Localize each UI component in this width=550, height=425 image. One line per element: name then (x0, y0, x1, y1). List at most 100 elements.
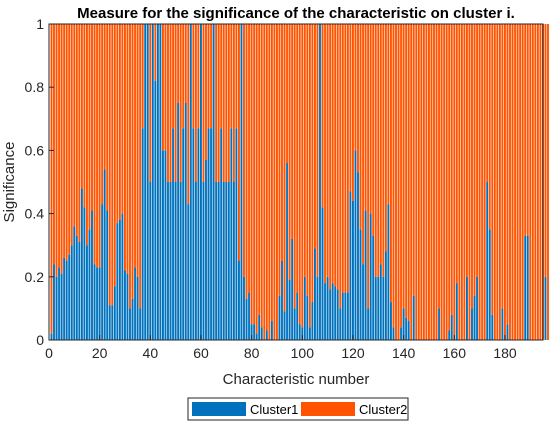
bar-cluster2 (407, 24, 410, 322)
bar-cluster2 (481, 24, 484, 340)
bar-cluster2 (389, 24, 393, 303)
bar-cluster2 (445, 24, 448, 340)
bar-cluster2 (392, 24, 395, 328)
bar-cluster1 (339, 308, 342, 340)
bar-cluster2 (207, 24, 210, 129)
bar-cluster2 (506, 24, 509, 325)
bar-cluster2 (177, 24, 180, 103)
y-tick-label: 0 (36, 332, 44, 348)
bar-cluster2 (258, 24, 261, 315)
bar-cluster2 (316, 24, 319, 277)
bar-cluster1 (182, 128, 185, 340)
bar-cluster2 (88, 24, 91, 230)
bar-cluster1 (341, 292, 344, 340)
bar-cluster2 (263, 24, 266, 340)
bar-cluster1 (357, 172, 360, 340)
bar-cluster2 (460, 24, 463, 340)
bar-cluster1 (159, 24, 162, 340)
bar-cluster1 (134, 267, 137, 340)
bar-cluster1 (50, 333, 53, 340)
bar-cluster1 (377, 276, 380, 340)
bar-cluster1 (53, 264, 56, 340)
bar-cluster2 (182, 24, 185, 129)
bar-cluster2 (425, 24, 428, 340)
bar-cluster2 (372, 24, 375, 236)
bar-cluster2 (412, 24, 415, 296)
bar-cluster2 (443, 24, 446, 340)
bar-cluster1 (524, 235, 527, 340)
bar-cluster1 (65, 261, 68, 340)
x-tick-label: 120 (341, 345, 365, 361)
bar-cluster2 (415, 24, 418, 340)
y-tick-label: 0.2 (25, 269, 45, 285)
bar-cluster2 (63, 24, 66, 258)
bar-cluster1 (298, 324, 301, 340)
bar-cluster2 (164, 24, 167, 151)
bar-cluster1 (301, 327, 304, 340)
bar-cluster1 (369, 213, 372, 340)
bar-cluster2 (384, 24, 387, 252)
bar-cluster1 (98, 267, 101, 340)
bar-cluster2 (174, 24, 177, 182)
bar-cluster2 (298, 24, 301, 325)
chart-title: Measure for the significance of the char… (77, 5, 515, 22)
bar-cluster1 (177, 103, 180, 340)
bar-cluster1 (146, 24, 149, 340)
x-tick-label: 60 (193, 345, 209, 361)
bar-cluster1 (374, 276, 377, 340)
bar-cluster2 (357, 24, 360, 173)
bar-cluster2 (440, 24, 443, 340)
bar-cluster2 (354, 24, 357, 151)
bar-cluster2 (420, 24, 423, 340)
bar-cluster2 (435, 24, 438, 340)
bar-cluster2 (476, 24, 479, 277)
bar-cluster1 (400, 327, 403, 340)
bar-cluster1 (235, 128, 238, 340)
bar-cluster1 (88, 229, 91, 340)
bar-cluster1 (212, 24, 215, 340)
bar-cluster1 (225, 182, 228, 340)
bar-cluster1 (255, 333, 258, 340)
x-axis-label: Characteristic number (223, 371, 370, 388)
bar-cluster2 (205, 24, 208, 160)
bar-cluster2 (215, 24, 218, 182)
bar-cluster1 (151, 24, 154, 340)
bar-cluster2 (395, 24, 398, 340)
bar-cluster1 (438, 308, 441, 340)
bar-cluster1 (220, 128, 223, 340)
bar-cluster2 (227, 24, 230, 182)
bar-cluster2 (422, 24, 425, 340)
bar-cluster1 (336, 289, 339, 340)
bar-cluster2 (453, 24, 456, 340)
bar-cluster2 (93, 24, 96, 265)
bar-cluster2 (321, 24, 324, 208)
bar-cluster2 (126, 24, 129, 274)
bar-cluster2 (210, 24, 213, 129)
bar-cluster2 (154, 24, 157, 81)
bar-cluster1 (486, 182, 489, 340)
bar-cluster1 (103, 169, 106, 340)
bar-cluster2 (184, 24, 187, 103)
bar-cluster2 (139, 24, 142, 309)
bar-cluster2 (379, 24, 382, 265)
bar-cluster1 (131, 298, 134, 340)
bar-cluster1 (296, 292, 299, 340)
bar-cluster2 (326, 24, 329, 277)
bar-cluster1 (75, 235, 78, 340)
bar-cluster1 (362, 264, 365, 340)
bar-cluster2 (374, 24, 377, 277)
bar-cluster2 (141, 24, 144, 129)
bar-cluster1 (144, 24, 147, 340)
bar-cluster2 (245, 24, 248, 299)
bar-cluster2 (438, 24, 441, 309)
bar-cluster1 (471, 308, 474, 340)
x-tick-label: 80 (244, 345, 260, 361)
bar-cluster2 (136, 24, 139, 277)
bar-cluster2 (463, 24, 466, 340)
bar-cluster2 (232, 24, 235, 182)
bar-cluster2 (167, 24, 170, 182)
bar-cluster1 (344, 292, 347, 340)
bar-cluster1 (222, 182, 225, 340)
bar-cluster2 (187, 24, 190, 205)
bar-cluster2 (521, 24, 524, 340)
